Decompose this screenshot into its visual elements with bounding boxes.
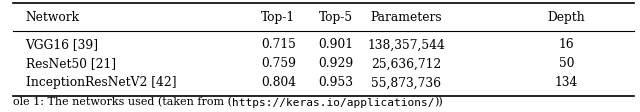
Text: 55,873,736: 55,873,736	[371, 76, 442, 89]
Text: Top-1: Top-1	[261, 11, 296, 24]
Text: 25,636,712: 25,636,712	[371, 57, 442, 70]
Text: https://keras.io/applications/: https://keras.io/applications/	[232, 98, 435, 108]
Text: Parameters: Parameters	[371, 11, 442, 24]
Text: Network: Network	[26, 11, 79, 24]
Text: 16: 16	[559, 38, 574, 51]
Text: 0.804: 0.804	[261, 76, 296, 89]
Text: 138,357,544: 138,357,544	[367, 38, 445, 51]
Text: 0.929: 0.929	[318, 57, 354, 70]
Text: 0.715: 0.715	[261, 38, 296, 51]
Text: Top-5: Top-5	[319, 11, 353, 24]
Text: 0.953: 0.953	[319, 76, 353, 89]
Text: 0.759: 0.759	[261, 57, 296, 70]
Text: VGG16 [39]: VGG16 [39]	[26, 38, 99, 51]
Text: ole 1: The networks used (taken from (: ole 1: The networks used (taken from (	[13, 97, 232, 108]
Text: )): ))	[435, 97, 443, 108]
Text: 0.901: 0.901	[319, 38, 353, 51]
Text: InceptionResNetV2 [42]: InceptionResNetV2 [42]	[26, 76, 176, 89]
Text: Depth: Depth	[548, 11, 585, 24]
Text: ResNet50 [21]: ResNet50 [21]	[26, 57, 116, 70]
Text: 50: 50	[559, 57, 574, 70]
Text: 134: 134	[555, 76, 578, 89]
